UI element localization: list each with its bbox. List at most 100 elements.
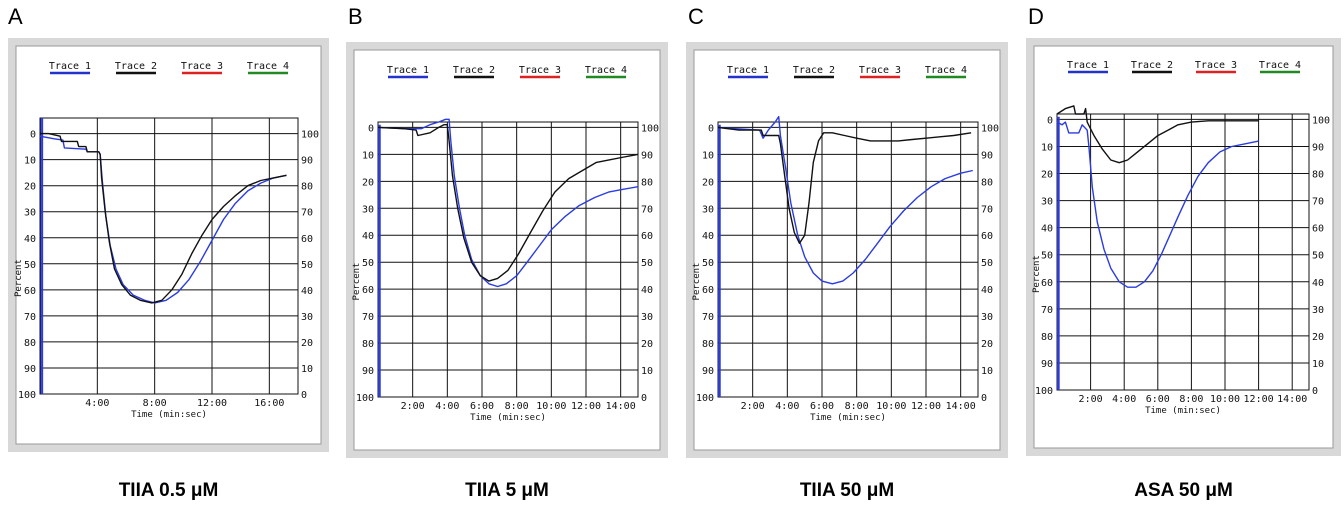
y-tick-label: 30 bbox=[702, 204, 714, 215]
y-tick-label: 0 bbox=[708, 123, 714, 134]
y2-tick-label: 60 bbox=[1312, 224, 1324, 235]
series-line-trace-1 bbox=[1056, 121, 1259, 288]
legend-label: Trace 2 bbox=[115, 61, 157, 72]
legend-label: Trace 1 bbox=[727, 65, 769, 76]
y-tick-label: 30 bbox=[24, 208, 36, 219]
panel-letter: D bbox=[1028, 4, 1044, 29]
y2-tick-label: 30 bbox=[641, 312, 653, 323]
y-tick-label: 100 bbox=[1035, 386, 1053, 397]
plot-border bbox=[39, 117, 299, 395]
y-tick-label: 80 bbox=[362, 339, 374, 350]
y-tick-label: 50 bbox=[702, 258, 714, 269]
x-tick-label: 4:00 bbox=[85, 398, 109, 409]
x-tick-label: 10:00 bbox=[876, 401, 906, 412]
panel-caption: TIIA 0.5 μM bbox=[118, 480, 219, 501]
y-tick-label: 80 bbox=[702, 339, 714, 350]
series-line-trace-1 bbox=[717, 115, 973, 285]
y-tick-label: 60 bbox=[1041, 278, 1053, 289]
y-tick-label: 40 bbox=[702, 231, 714, 242]
y2-tick-label: 20 bbox=[1312, 332, 1324, 343]
y2-tick-label: 70 bbox=[981, 204, 993, 215]
y-tick-label: 60 bbox=[702, 285, 714, 296]
y-tick-label: 90 bbox=[702, 366, 714, 377]
x-tick-label: 14:00 bbox=[606, 401, 636, 412]
y-tick-label: 90 bbox=[362, 366, 374, 377]
x-tick-label: 12:00 bbox=[571, 401, 601, 412]
x-tick-label: 2:00 bbox=[401, 401, 425, 412]
y2-tick-label: 80 bbox=[301, 182, 313, 193]
y2-tick-label: 60 bbox=[641, 231, 653, 242]
legend-label: Trace 1 bbox=[1067, 60, 1109, 71]
legend-label: Trace 1 bbox=[49, 61, 91, 72]
legend-label: Trace 4 bbox=[247, 61, 289, 72]
y2-tick-label: 50 bbox=[641, 258, 653, 269]
y-tick-label: 50 bbox=[362, 258, 374, 269]
y2-tick-label: 30 bbox=[301, 312, 313, 323]
x-tick-label: 8:00 bbox=[1179, 394, 1203, 405]
y2-tick-label: 70 bbox=[301, 208, 313, 219]
x-tick-label: 4:00 bbox=[435, 401, 459, 412]
x-tick-label: 10:00 bbox=[1210, 394, 1240, 405]
series-line-trace-2 bbox=[1056, 105, 1259, 164]
y2-tick-label: 30 bbox=[981, 312, 993, 323]
y-tick-label: 0 bbox=[30, 130, 36, 141]
legend-label: Trace 3 bbox=[1195, 60, 1237, 71]
legend-label: Trace 4 bbox=[585, 65, 627, 76]
y-tick-label: 50 bbox=[24, 260, 36, 271]
y2-tick-label: 0 bbox=[1312, 386, 1318, 397]
legend-label: Trace 4 bbox=[925, 65, 967, 76]
y2-tick-label: 70 bbox=[641, 204, 653, 215]
y-tick-label: 70 bbox=[362, 312, 374, 323]
y-tick-label: 20 bbox=[702, 177, 714, 188]
y-tick-label: 30 bbox=[1041, 197, 1053, 208]
x-axis-label: Time (min:sec) bbox=[131, 410, 207, 420]
y2-tick-label: 10 bbox=[981, 366, 993, 377]
y-tick-label: 10 bbox=[362, 150, 374, 161]
y2-tick-label: 40 bbox=[301, 286, 313, 297]
y2-tick-label: 100 bbox=[981, 123, 999, 134]
y2-tick-label: 50 bbox=[1312, 251, 1324, 262]
y2-tick-label: 50 bbox=[301, 260, 313, 271]
y-tick-label: 60 bbox=[362, 285, 374, 296]
y-tick-label: 100 bbox=[356, 393, 374, 404]
y-tick-label: 70 bbox=[1041, 305, 1053, 316]
legend-label: Trace 4 bbox=[1259, 60, 1301, 71]
y2-tick-label: 80 bbox=[981, 177, 993, 188]
y2-tick-label: 90 bbox=[981, 150, 993, 161]
y2-tick-label: 10 bbox=[301, 364, 313, 375]
x-axis-label: Time (min:sec) bbox=[470, 413, 546, 423]
y2-tick-label: 0 bbox=[641, 393, 647, 404]
y-tick-label: 90 bbox=[24, 364, 36, 375]
x-tick-label: 6:00 bbox=[810, 401, 834, 412]
y-axis-label: Percent bbox=[14, 259, 24, 297]
series-line-trace-2 bbox=[40, 132, 287, 304]
x-tick-label: 14:00 bbox=[1277, 394, 1307, 405]
y2-tick-label: 40 bbox=[981, 285, 993, 296]
panel-letter: C bbox=[688, 4, 704, 29]
legend-label: Trace 3 bbox=[859, 65, 901, 76]
y-tick-label: 20 bbox=[1041, 170, 1053, 181]
y-tick-label: 60 bbox=[24, 286, 36, 297]
legend-label: Trace 1 bbox=[387, 65, 429, 76]
y-axis-label: Percent bbox=[692, 263, 702, 301]
x-tick-label: 4:00 bbox=[775, 401, 799, 412]
legend-label: Trace 2 bbox=[453, 65, 495, 76]
y-tick-label: 100 bbox=[18, 390, 36, 401]
y-tick-label: 80 bbox=[24, 338, 36, 349]
y2-tick-label: 0 bbox=[981, 393, 987, 404]
y2-tick-label: 20 bbox=[981, 339, 993, 350]
x-tick-label: 2:00 bbox=[1079, 394, 1103, 405]
y2-tick-label: 60 bbox=[301, 234, 313, 245]
y-tick-label: 10 bbox=[702, 150, 714, 161]
y-tick-label: 10 bbox=[1041, 142, 1053, 153]
y2-tick-label: 100 bbox=[1312, 115, 1330, 126]
plot-panel bbox=[1033, 45, 1334, 449]
y-tick-label: 20 bbox=[362, 177, 374, 188]
y2-tick-label: 20 bbox=[641, 339, 653, 350]
y-tick-label: 70 bbox=[702, 312, 714, 323]
y-axis-label: Percent bbox=[1032, 255, 1042, 293]
panel-caption: ASA 50 μM bbox=[1134, 480, 1233, 501]
